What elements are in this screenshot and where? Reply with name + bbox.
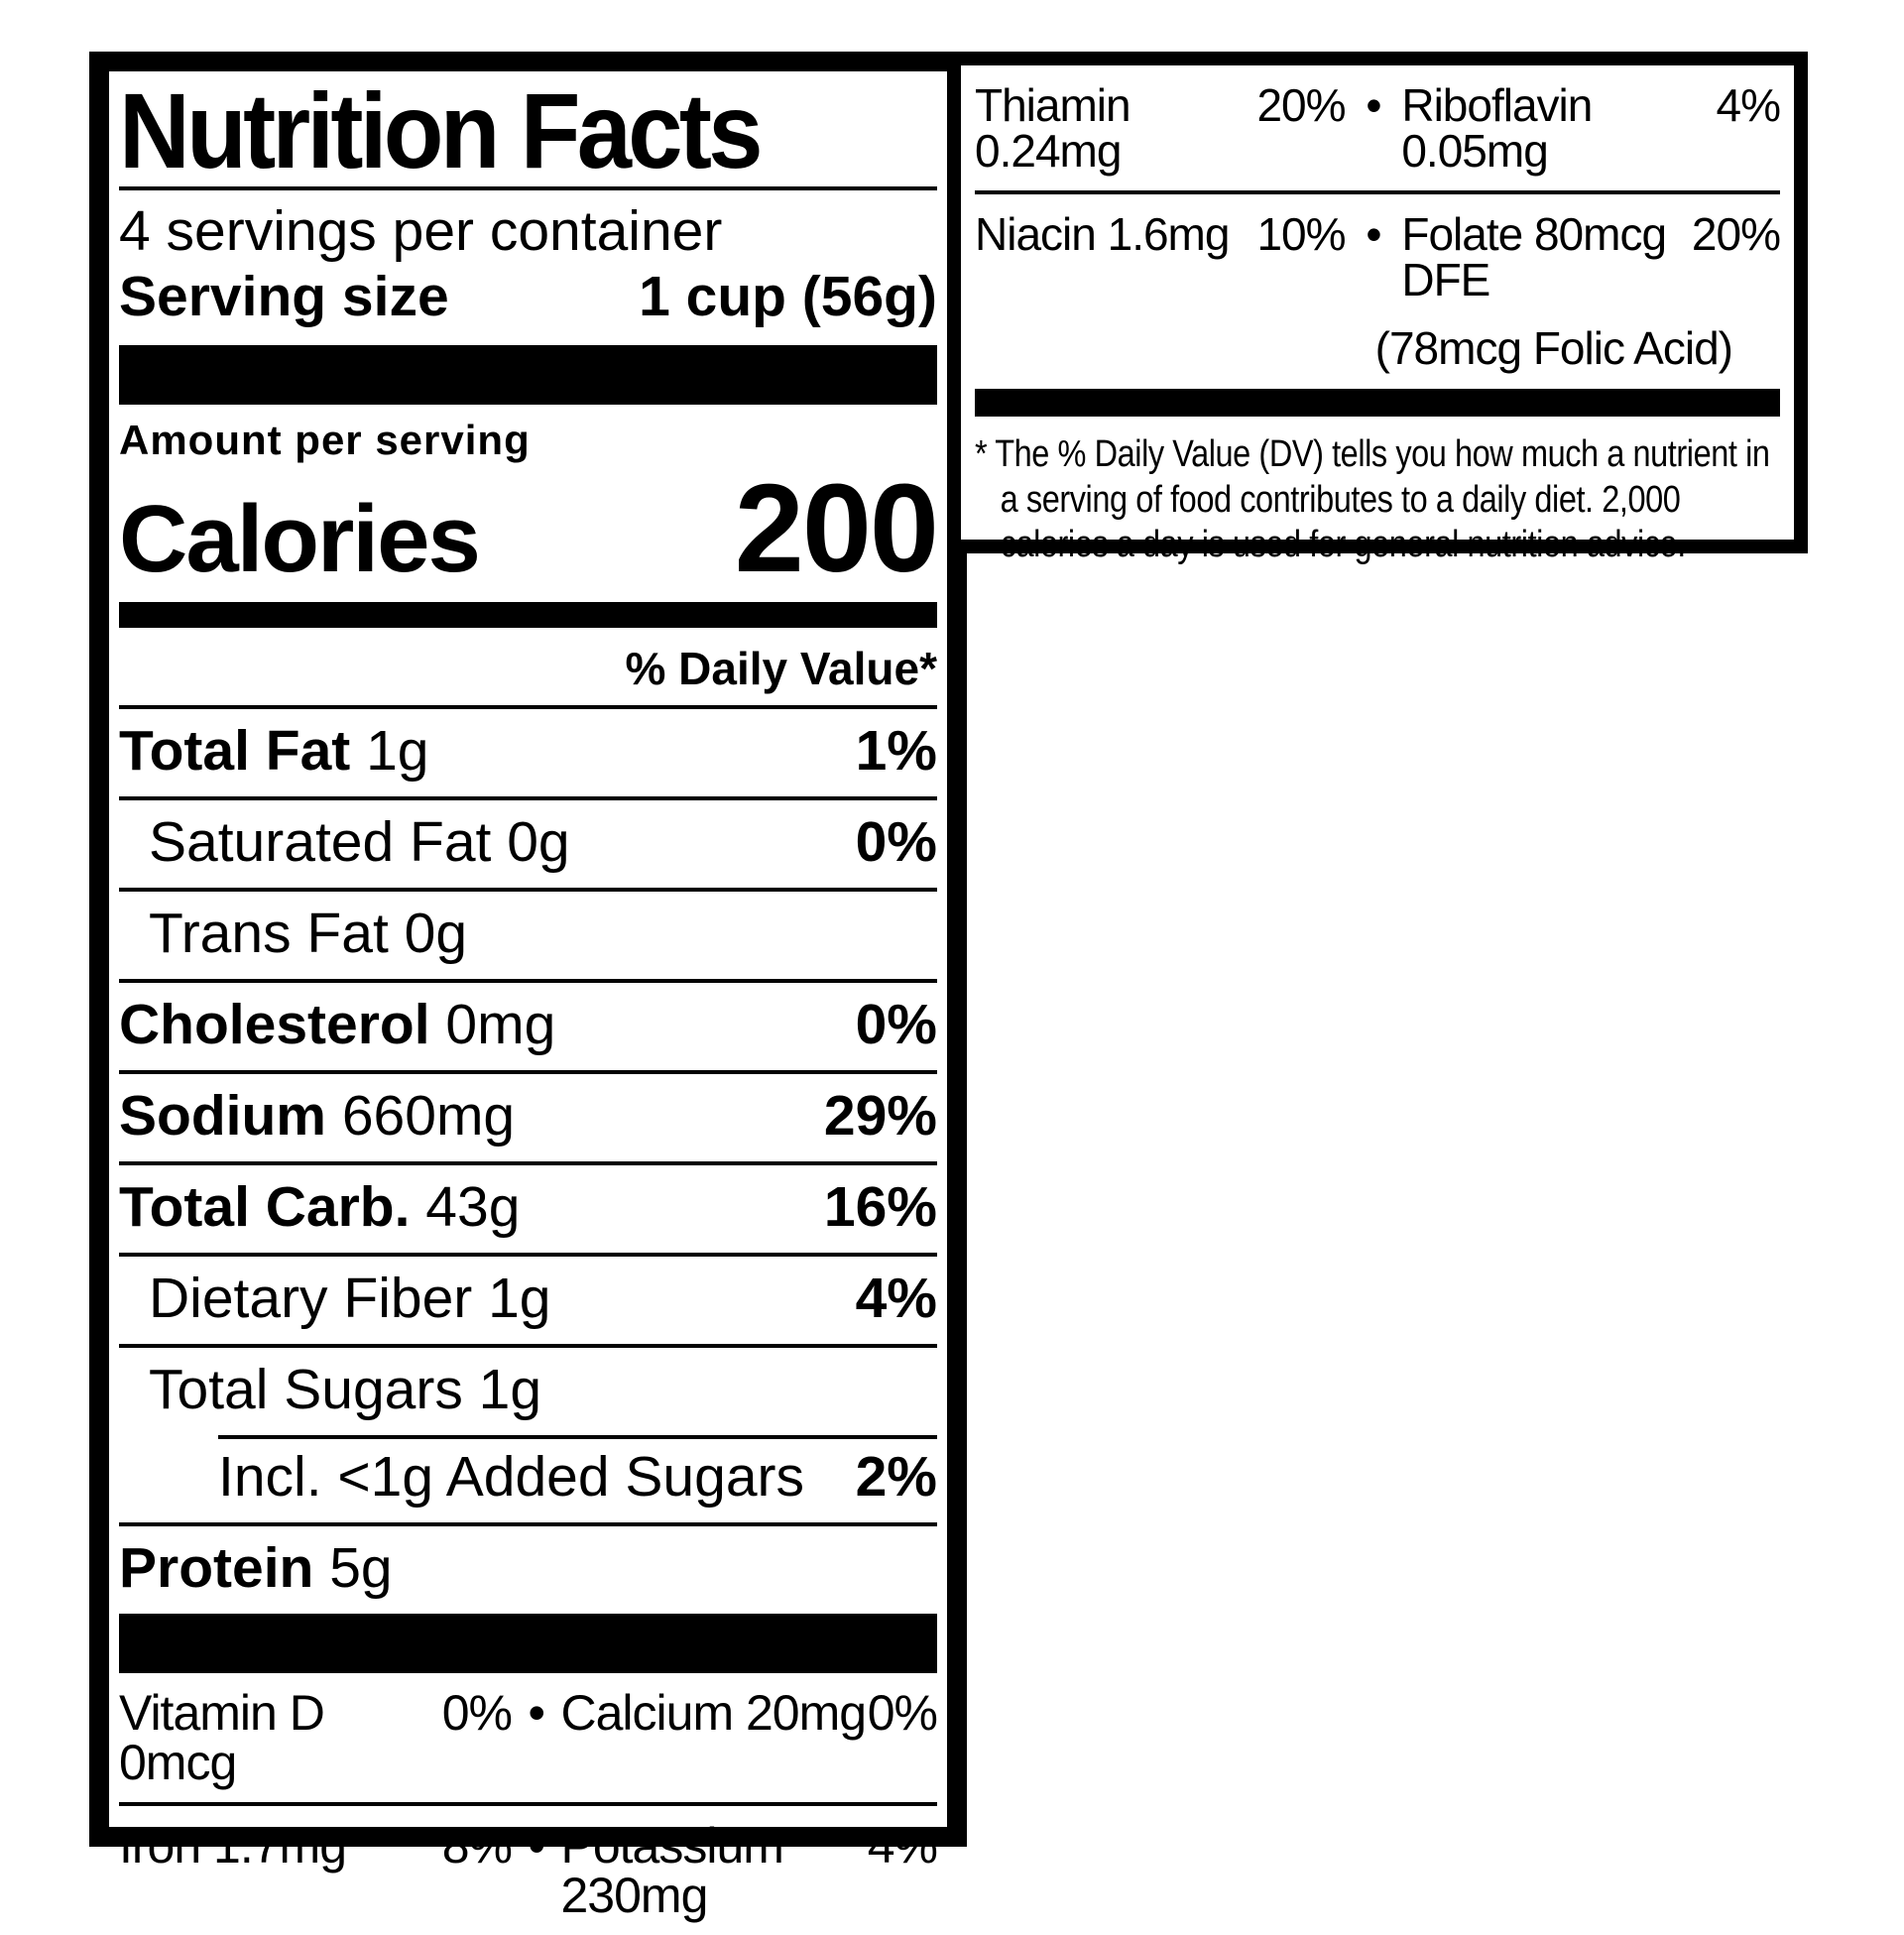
- vitamins-panel: Thiamin 0.24mg 20% • Riboflavin 0.05mg 4% Nia…: [947, 52, 1808, 565]
- nutrient-rows: Total Fat 1g 1% Saturated Fat 0g 0% Trans Fa…: [119, 705, 937, 1614]
- nutrient-row: Protein 5g: [119, 1522, 937, 1614]
- nutrient-row: Incl. <1g Added Sugars 2%: [119, 1435, 937, 1522]
- nutrient-name-text: Total Carb.: [119, 1175, 411, 1240]
- calories-value: 200: [734, 457, 939, 598]
- divider-thick: [119, 1614, 937, 1674]
- nutrient-name-text: Incl. <1g Added Sugars: [218, 1445, 805, 1510]
- nutrient-row: Total Sugars 1g: [119, 1344, 937, 1435]
- divider-medium: [119, 602, 937, 629]
- vitamin-name: Thiamin 0.24mg: [975, 79, 1131, 177]
- nutrient-row: Total Fat 1g 1%: [119, 705, 937, 796]
- vitamin-daily-value: 20%: [1256, 79, 1346, 131]
- nutrient-name: Protein 5g: [119, 1540, 393, 1597]
- vitamin-daily-value: 0%: [867, 1685, 938, 1742]
- nutrient-amount: 0mg: [429, 993, 556, 1057]
- vitamin-daily-value: 8%: [441, 1818, 513, 1875]
- vitamin-row: Niacin 1.6mg 10% • Folate 80mcg DFE 20%: [975, 194, 1781, 319]
- vitamin-daily-value: 0%: [441, 1685, 513, 1742]
- nutrient-amount: 1g: [472, 1267, 551, 1331]
- vitamin-row: Iron 1.7mg 8% • Potassium 230mg 4%: [119, 1806, 938, 1935]
- vitamin-name: Calcium 20mg: [560, 1685, 868, 1742]
- vitamin-name: Niacin 1.6mg: [975, 208, 1230, 260]
- bullet-separator: •: [528, 1685, 545, 1742]
- nutrient-amount: 660mg: [326, 1084, 516, 1149]
- nutrient-daily-value: 1%: [855, 719, 937, 784]
- nutrient-amount: 1g: [350, 719, 429, 784]
- page-title: Nutrition Facts: [119, 70, 764, 190]
- nutrient-name: Saturated Fat 0g: [119, 814, 570, 871]
- nutrient-name-text: Saturated Fat: [149, 810, 492, 875]
- serving-size-label: Serving size: [119, 265, 449, 329]
- nutrient-daily-value: 16%: [823, 1175, 937, 1240]
- nutrient-amount: 43g: [410, 1175, 521, 1240]
- nutrient-row: Trans Fat 0g: [119, 888, 937, 979]
- nutrient-name-text: Sodium: [119, 1084, 326, 1149]
- nutrient-daily-value: 0%: [855, 810, 937, 875]
- nutrient-daily-value: 2%: [855, 1445, 937, 1510]
- nutrient-name: Trans Fat 0g: [119, 906, 467, 962]
- divider-thick: [119, 344, 937, 405]
- calories-row: Calories 200: [119, 457, 939, 598]
- nutrient-row: Cholesterol 0mg 0%: [119, 979, 937, 1070]
- vitamin-daily-value: 4%: [867, 1818, 938, 1875]
- daily-value-footnote: * The % Daily Value (DV) tells you how m…: [975, 432, 1780, 568]
- vitamin-daily-value: 20%: [1691, 208, 1781, 260]
- nutrient-name: Total Sugars 1g: [119, 1362, 541, 1418]
- nutrient-amount: 5g: [313, 1536, 393, 1601]
- nutrient-name: Dietary Fiber 1g: [119, 1270, 551, 1327]
- serving-size-row: Serving size 1 cup (56g): [119, 265, 937, 329]
- nutrient-name: Sodium 660mg: [119, 1088, 515, 1145]
- nutrient-name: Cholesterol 0mg: [119, 997, 555, 1053]
- nutrient-name-text: Total Fat: [119, 719, 351, 784]
- divider: [119, 1802, 937, 1807]
- nutrient-name-text: Protein: [119, 1536, 314, 1601]
- nutrient-name-text: Total Sugars: [149, 1358, 463, 1422]
- nutrient-name: Total Fat 1g: [119, 723, 429, 780]
- nutrient-daily-value: 4%: [855, 1267, 937, 1331]
- nutrient-row: Saturated Fat 0g 0%: [119, 796, 937, 888]
- vitamin-name: Iron 1.7mg: [119, 1818, 347, 1875]
- nutrient-name-text: Dietary Fiber: [149, 1267, 473, 1331]
- vitamin-row: Thiamin 0.24mg 20% • Riboflavin 0.05mg 4%: [975, 65, 1781, 194]
- footnote-text: The % Daily Value (DV) tells you how muc…: [995, 433, 1770, 566]
- servings-per-container: 4 servings per container: [119, 199, 723, 264]
- nutrient-amount: 0g: [491, 810, 570, 875]
- nutrient-amount: 1g: [462, 1358, 542, 1422]
- divider-thick: [975, 389, 1780, 417]
- vitamin-daily-value: 4%: [1716, 79, 1781, 131]
- vitamin-name: Vitamin D 0mcg: [119, 1685, 325, 1791]
- bullet-separator: •: [1366, 79, 1381, 131]
- daily-value-header: % Daily Value*: [625, 643, 938, 695]
- divider: [119, 186, 937, 191]
- nutrient-name: Total Carb. 43g: [119, 1179, 520, 1236]
- nutrient-name-text: Cholesterol: [119, 993, 430, 1057]
- footnote-marker: *: [975, 433, 988, 475]
- nutrient-row: Dietary Fiber 1g 4%: [119, 1253, 937, 1344]
- vitamin-name: Riboflavin 0.05mg: [1401, 79, 1593, 177]
- nutrient-row: Sodium 660mg 29%: [119, 1070, 937, 1161]
- bullet-separator: •: [1366, 208, 1381, 260]
- vitamin-row: Vitamin D 0mcg 0% • Calcium 20mg 0%: [119, 1673, 938, 1802]
- vitamin-daily-value: 10%: [1256, 208, 1346, 260]
- nutrient-daily-value: 0%: [855, 993, 937, 1057]
- nutrient-daily-value: 29%: [823, 1084, 937, 1149]
- nutrient-name-text: Trans Fat: [149, 902, 389, 966]
- bullet-separator: •: [528, 1818, 545, 1875]
- serving-size-value: 1 cup (56g): [639, 265, 937, 329]
- vitamin-rows: Thiamin 0.24mg 20% • Riboflavin 0.05mg 4% Nia…: [975, 65, 1781, 389]
- nutrient-amount: 0g: [388, 902, 468, 966]
- amount-per-serving-label: Amount per serving: [119, 416, 531, 463]
- nutrition-facts-panel: Nutrition Facts 4 servings per container…: [89, 52, 967, 1920]
- folate-folic-acid-note: (78mcg Folic Acid): [1374, 322, 1733, 374]
- nutrient-name: Incl. <1g Added Sugars: [119, 1449, 804, 1506]
- calories-label: Calories: [119, 485, 481, 592]
- vitamin-name: Potassium 230mg: [560, 1818, 784, 1924]
- vitamin-name: Folate 80mcg DFE: [1401, 208, 1667, 305]
- nutrient-row: Total Carb. 43g 16%: [119, 1161, 937, 1253]
- micronutrient-rows: Vitamin D 0mcg 0% • Calcium 20mg 0% Iron 1.7m…: [119, 1673, 938, 1935]
